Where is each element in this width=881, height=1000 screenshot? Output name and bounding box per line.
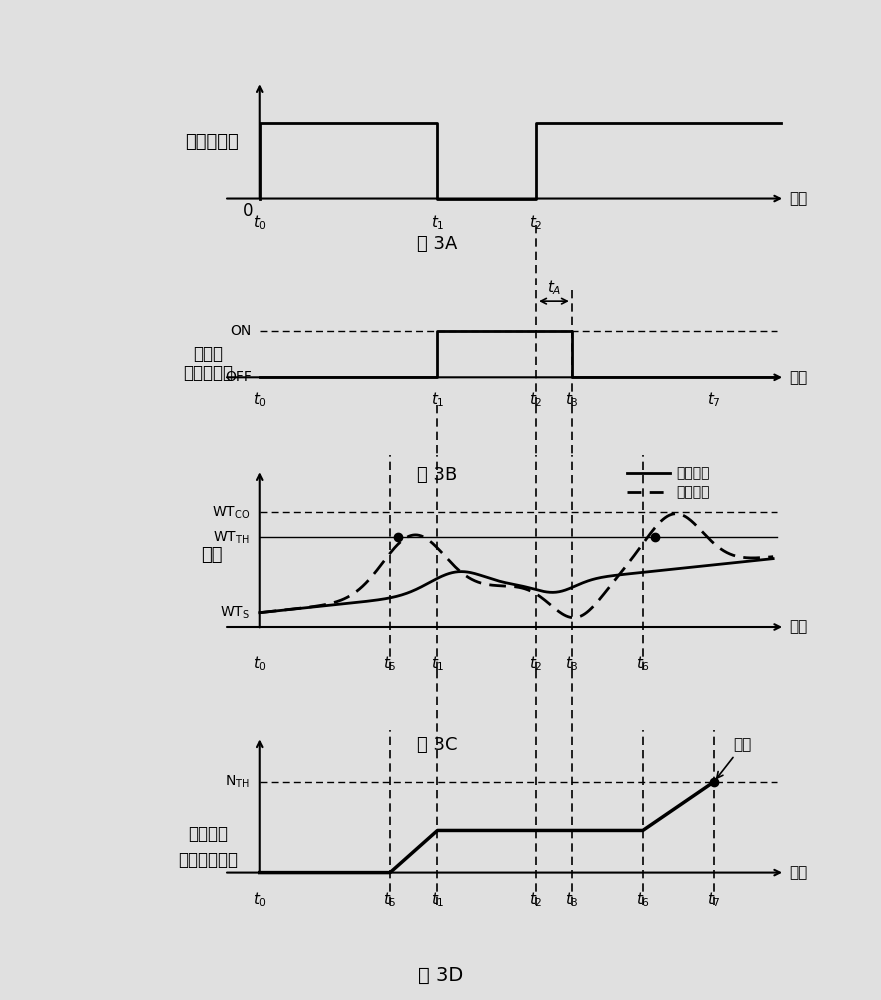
Text: 时间: 时间 [789,370,807,385]
Text: $\mathrm{WT_{CO}}$: $\mathrm{WT_{CO}}$ [211,504,250,521]
Text: $t_0$: $t_0$ [253,891,267,909]
Text: $t_1$: $t_1$ [431,654,444,673]
Text: $t_0$: $t_0$ [253,390,267,409]
Text: $t_0$: $t_0$ [253,214,267,232]
Text: ON: ON [231,324,252,338]
Text: 图 3A: 图 3A [418,235,457,253]
Text: 时间: 时间 [789,619,807,635]
Text: $t_1$: $t_1$ [431,390,444,409]
Text: $t_6$: $t_6$ [636,654,650,673]
Text: OFF: OFF [225,370,252,384]
Text: $t_A$: $t_A$ [547,278,561,297]
Text: 发动机转速: 发动机转速 [186,133,240,151]
Text: $t_0$: $t_0$ [253,654,267,673]
Text: 图 3C: 图 3C [418,736,458,754]
Text: $t_7$: $t_7$ [707,891,721,909]
Text: 时间: 时间 [789,191,807,206]
Text: $t_1$: $t_1$ [431,891,444,909]
Text: $t_3$: $t_3$ [565,891,579,909]
Text: 非操作模式: 非操作模式 [183,364,233,382]
Text: $t_7$: $t_7$ [707,390,721,409]
Text: 图 3D: 图 3D [418,966,463,984]
Text: 用于故障: 用于故障 [189,825,228,843]
Text: $t_6$: $t_6$ [636,891,650,909]
Text: $\mathrm{N_{TH}}$: $\mathrm{N_{TH}}$ [225,774,250,790]
Text: $t_1$: $t_1$ [431,214,444,232]
Text: 发动机: 发动机 [194,345,224,363]
Text: $t_2$: $t_2$ [529,654,543,673]
Text: 判定的计数器: 判定的计数器 [178,851,239,869]
Text: $t_2$: $t_2$ [529,390,543,409]
Text: 温度: 温度 [202,546,223,564]
Text: 0: 0 [243,202,254,220]
Text: $t_5$: $t_5$ [383,654,397,673]
Text: $\mathrm{WT_{S}}$: $\mathrm{WT_{S}}$ [220,604,250,621]
Text: $t_2$: $t_2$ [529,891,543,909]
Text: $t_5$: $t_5$ [383,891,397,909]
Text: $\mathrm{WT_{TH}}$: $\mathrm{WT_{TH}}$ [213,529,250,546]
Text: 推测水温: 推测水温 [677,485,710,499]
Text: 实际水温: 实际水温 [677,466,710,480]
Text: 时间: 时间 [789,865,807,880]
Text: $t_3$: $t_3$ [565,654,579,673]
Text: 图 3B: 图 3B [418,466,457,484]
Text: 故障: 故障 [717,737,751,778]
Text: $t_3$: $t_3$ [565,390,579,409]
Text: $t_2$: $t_2$ [529,214,543,232]
